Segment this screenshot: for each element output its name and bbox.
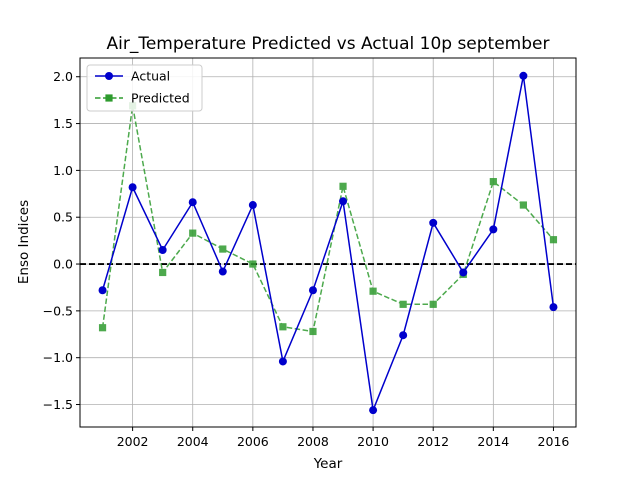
data-point-actual xyxy=(369,406,378,415)
series-layer xyxy=(98,71,558,415)
data-point-predicted xyxy=(549,236,558,244)
data-point-actual xyxy=(489,225,498,234)
x-tick-label: 2004 xyxy=(177,434,209,449)
x-tick-label: 2002 xyxy=(117,434,149,449)
data-point-predicted xyxy=(519,201,527,209)
data-point-actual xyxy=(188,198,197,207)
x-axis-label: Year xyxy=(313,456,343,472)
data-point-predicted xyxy=(249,260,257,268)
y-tick-label: 0.5 xyxy=(53,210,73,225)
x-tick-label: 2006 xyxy=(237,434,269,449)
data-point-actual xyxy=(248,201,257,210)
x-tick-label: 2010 xyxy=(357,434,389,449)
x-tick-label: 2016 xyxy=(538,434,570,449)
data-point-actual xyxy=(308,286,317,295)
data-point-actual xyxy=(429,218,438,227)
y-tick-label: 2.0 xyxy=(53,69,73,84)
y-tick-label: −1.5 xyxy=(43,397,73,412)
legend-marker xyxy=(105,94,113,102)
data-point-actual xyxy=(459,268,468,277)
y-tick-label: 0.0 xyxy=(53,257,73,272)
data-point-predicted xyxy=(339,182,347,190)
data-point-predicted xyxy=(399,300,407,308)
legend: Actual Predicted xyxy=(86,64,203,112)
data-point-actual xyxy=(549,303,558,312)
x-tick-label: 2012 xyxy=(417,434,449,449)
y-tick-label: −0.5 xyxy=(43,303,73,318)
data-point-actual xyxy=(158,245,167,254)
plot-frame xyxy=(79,57,577,428)
y-tick-label: −1.0 xyxy=(43,350,73,365)
y-axis: −1.5 −1.0 −0.5 0.0 0.5 1.0 1.5 2.0 xyxy=(43,69,80,412)
legend-label: Predicted xyxy=(131,91,190,106)
data-point-predicted xyxy=(369,287,377,295)
chart-title: Air_Temperature Predicted vs Actual 10p … xyxy=(107,34,550,54)
x-tick-label: 2008 xyxy=(297,434,329,449)
x-tick-label: 2014 xyxy=(477,434,509,449)
data-point-actual xyxy=(339,197,348,206)
grid xyxy=(80,58,576,427)
data-point-predicted xyxy=(309,327,317,336)
series-actual xyxy=(98,71,558,415)
data-point-actual xyxy=(218,267,227,276)
legend-marker xyxy=(105,72,113,80)
data-point-predicted xyxy=(98,324,107,332)
data-point-predicted xyxy=(429,300,437,308)
data-point-actual xyxy=(278,357,287,366)
y-axis-label: Enso Indices xyxy=(16,200,32,284)
data-point-actual xyxy=(399,331,408,340)
data-point-actual xyxy=(98,286,107,295)
x-axis: 2002 2004 2006 2008 2010 2012 2014 2016 xyxy=(117,427,570,449)
data-point-predicted xyxy=(159,268,167,277)
y-tick-label: 1.5 xyxy=(53,116,73,131)
series-line-actual xyxy=(101,75,555,414)
data-point-actual xyxy=(128,183,137,192)
data-point-predicted xyxy=(489,178,497,186)
data-point-predicted xyxy=(189,229,197,237)
data-point-predicted xyxy=(219,245,227,253)
data-point-actual xyxy=(519,71,528,80)
y-tick-label: 1.0 xyxy=(53,163,73,178)
legend-label: Actual xyxy=(131,69,170,84)
series-predicted xyxy=(98,102,558,336)
data-point-predicted xyxy=(279,323,287,331)
series-line-predicted xyxy=(101,105,555,333)
